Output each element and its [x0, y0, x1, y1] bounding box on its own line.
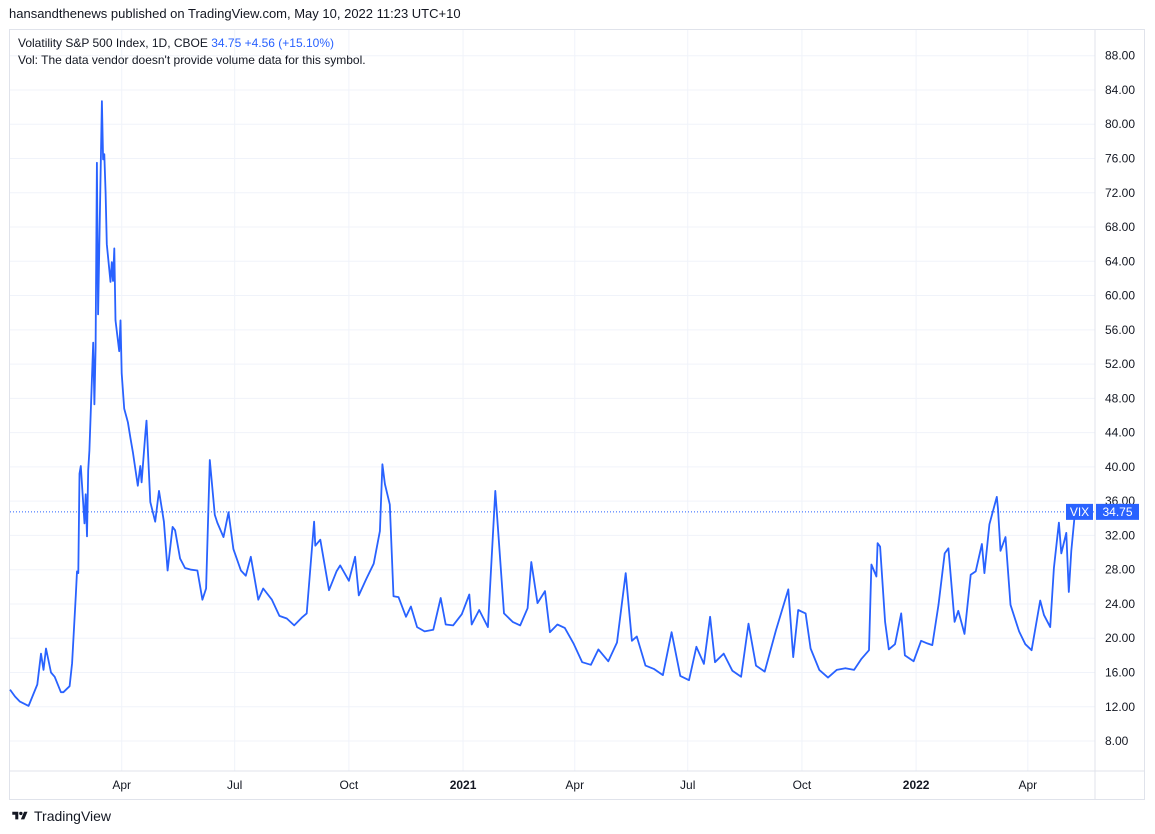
- series-name-tag-bg: [1066, 503, 1093, 520]
- chart-legend: Volatility S&P 500 Index, 1D, CBOE 34.75…: [18, 35, 366, 69]
- x-tick-label: Jul: [227, 778, 242, 792]
- x-tick-label: Jul: [680, 778, 695, 792]
- chart-frame: [9, 29, 1145, 800]
- tradingview-logo-icon: [12, 811, 28, 820]
- y-tick-label: 80.00: [1105, 117, 1135, 131]
- y-tick-label: 68.00: [1105, 220, 1135, 234]
- y-tick-label: 64.00: [1105, 254, 1135, 268]
- y-tick-label: 16.00: [1105, 665, 1135, 679]
- y-tick-label: 48.00: [1105, 391, 1135, 405]
- y-tick-label: 76.00: [1105, 151, 1135, 165]
- x-tick-label: Oct: [340, 778, 359, 792]
- y-tick-label: 44.00: [1105, 426, 1135, 440]
- y-tick-label: 40.00: [1105, 460, 1135, 474]
- y-tick-label: 84.00: [1105, 83, 1135, 97]
- volume-note: Vol: The data vendor doesn't provide vol…: [18, 53, 366, 67]
- y-tick-label: 12.00: [1105, 700, 1135, 714]
- x-tick-label: Oct: [793, 778, 812, 792]
- tradingview-brand: TradingView: [34, 808, 112, 824]
- y-tick-label: 8.00: [1105, 734, 1129, 748]
- last-value: 34.75: [211, 36, 242, 50]
- x-tick-label: 2021: [450, 778, 477, 792]
- change-value: +4.56 (+15.10%): [244, 36, 335, 50]
- symbol-title[interactable]: Volatility S&P 500 Index, 1D, CBOE: [18, 36, 208, 50]
- y-tick-label: 56.00: [1105, 323, 1135, 337]
- x-tick-label: Apr: [1018, 778, 1037, 792]
- y-tick-label: 60.00: [1105, 289, 1135, 303]
- last-price-tag: 34.75: [1102, 505, 1132, 519]
- last-price-tag-bg: [1096, 503, 1139, 520]
- y-tick-label: 24.00: [1105, 597, 1135, 611]
- publisher-line: hansandthenews published on TradingView.…: [9, 6, 461, 21]
- x-tick-label: 2022: [903, 778, 930, 792]
- series-line-vix[interactable]: [9, 100, 1076, 707]
- tradingview-footer[interactable]: TradingView: [10, 808, 111, 824]
- y-tick-label: 72.00: [1105, 186, 1135, 200]
- x-tick-label: Apr: [565, 778, 584, 792]
- y-tick-label: 52.00: [1105, 357, 1135, 371]
- y-tick-label: 88.00: [1105, 49, 1135, 63]
- y-tick-label: 20.00: [1105, 631, 1135, 645]
- series-name-tag: VIX: [1070, 505, 1089, 519]
- y-tick-label: 32.00: [1105, 528, 1135, 542]
- x-tick-label: Apr: [112, 778, 131, 792]
- y-tick-label: 28.00: [1105, 563, 1135, 577]
